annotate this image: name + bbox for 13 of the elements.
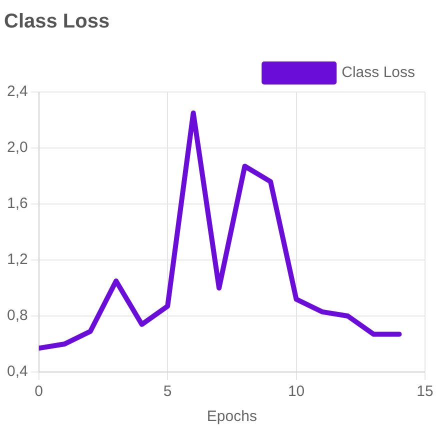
chart-title: Class Loss [4,10,110,33]
y-tick-label: 0,8 [6,307,28,324]
y-tick-label: 1,6 [6,195,28,212]
y-tick-label: 0,4 [6,363,28,380]
legend-label: Class Loss [342,64,415,82]
x-tick-label: 15 [416,383,434,400]
x-tick-label: 5 [163,383,172,400]
y-tick-label: 1,2 [6,251,28,268]
y-tick-label: 2,0 [6,139,28,156]
y-tick-label: 2,4 [6,83,28,100]
x-axis-title: Epochs [206,408,257,426]
x-tick-label: 10 [288,383,305,400]
x-tick-label: 0 [34,383,44,400]
